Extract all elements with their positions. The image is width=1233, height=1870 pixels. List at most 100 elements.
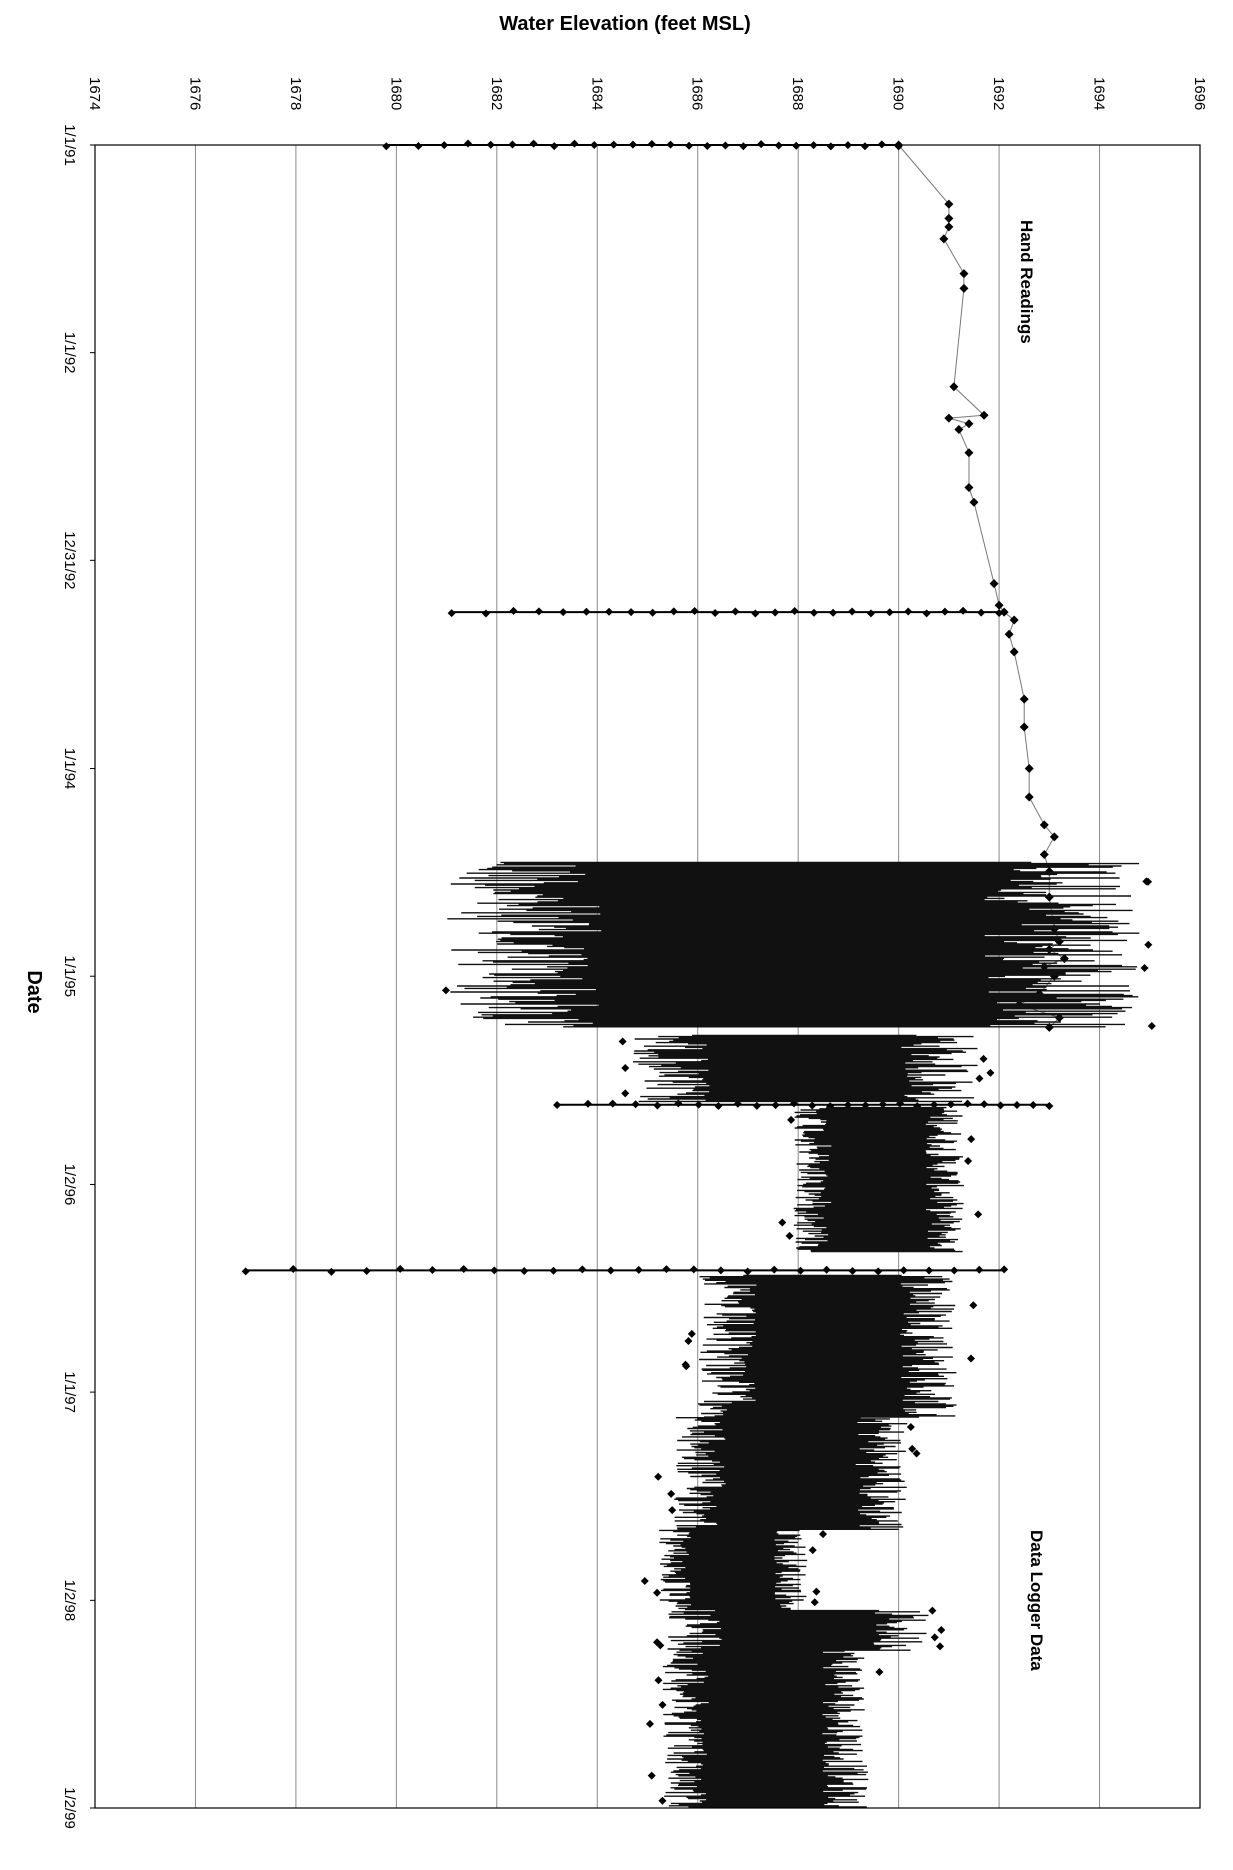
- y-tick-label: 1/2/98: [61, 1579, 78, 1621]
- traverse-point: [529, 139, 538, 148]
- traverse-point: [899, 1266, 908, 1275]
- hand-reading-point: [944, 413, 954, 423]
- traverse-point: [739, 142, 748, 151]
- traverse-point: [996, 1101, 1005, 1110]
- logger-outlier-point: [906, 1422, 915, 1431]
- traverse-point: [653, 1101, 662, 1110]
- traverse-point: [1012, 1100, 1021, 1109]
- traverse-point: [703, 141, 712, 150]
- traverse-point: [459, 1264, 468, 1273]
- hand-reading-point: [1039, 849, 1049, 859]
- logger-outlier-point: [621, 1089, 630, 1098]
- traverse-point: [669, 607, 678, 616]
- hand-reading-point: [999, 607, 1009, 617]
- traverse-point: [975, 1265, 984, 1274]
- logger-outlier-point: [778, 1218, 787, 1227]
- traverse-point: [648, 608, 657, 617]
- logger-band: [633, 1034, 978, 1103]
- traverse-point: [848, 1267, 857, 1276]
- x-tick-label: 1678: [287, 77, 304, 110]
- traverse-point: [959, 606, 968, 615]
- x-tick-label: 1684: [588, 77, 605, 110]
- x-tick-label: 1690: [890, 77, 907, 110]
- hand-reading-point: [1019, 694, 1029, 704]
- data-logger-series: [441, 861, 1156, 1808]
- hand-reading-point: [1009, 647, 1019, 657]
- logger-outlier-point: [819, 1530, 828, 1539]
- traverse-point: [757, 140, 766, 149]
- logger-outlier-point: [974, 1210, 983, 1219]
- traverse-point: [808, 1101, 817, 1110]
- traverse-point: [694, 1100, 703, 1109]
- x-tick-label: 1696: [1191, 77, 1208, 110]
- traverse-point: [550, 142, 559, 151]
- logger-outlier-point: [621, 1063, 630, 1072]
- y-tick-label: 1/1/92: [61, 332, 78, 374]
- y-tick-label: 1/2/96: [61, 1164, 78, 1206]
- traverse-point: [396, 1264, 405, 1273]
- hand-reading-point: [949, 382, 959, 392]
- y-tick-label: 12/31/92: [61, 531, 78, 589]
- x-tick-label: 1674: [86, 77, 103, 110]
- logger-outlier-point: [681, 1360, 690, 1369]
- logger-outlier-point: [964, 1156, 973, 1165]
- hand-reading-point: [964, 419, 974, 429]
- hand-reading-point: [959, 269, 969, 279]
- x-tick-label: 1686: [689, 77, 706, 110]
- logger-outlier-point: [1144, 877, 1153, 886]
- traverse-point: [549, 1266, 558, 1275]
- traverse-point: [771, 608, 780, 617]
- traverse-point: [490, 1266, 499, 1275]
- traverse-point: [582, 607, 591, 616]
- traverse-point: [940, 607, 949, 616]
- traverse-point: [534, 607, 543, 616]
- traverse-point: [481, 609, 490, 618]
- hand-reading-point: [944, 213, 954, 223]
- logger-band: [667, 1609, 929, 1651]
- x-axis-title: Water Elevation (feet MSL): [499, 13, 751, 35]
- traverse-point: [578, 1265, 587, 1274]
- logger-outlier-point: [1147, 1021, 1156, 1030]
- traverse-point: [362, 1267, 371, 1276]
- x-tick-label: 1682: [488, 77, 505, 110]
- y-tick-label: 1/1/94: [61, 748, 78, 790]
- hand-reading-point: [964, 448, 974, 458]
- traverse-point: [792, 141, 801, 150]
- traverse-point: [627, 608, 636, 617]
- traverse-series: [241, 139, 1054, 1276]
- logger-outlier-point: [654, 1472, 663, 1481]
- logger-outlier-point: [1140, 963, 1149, 972]
- traverse-point: [877, 140, 886, 149]
- traverse-point: [1029, 1100, 1038, 1109]
- hand-reading-point: [989, 579, 999, 589]
- logger-outlier-point: [684, 1337, 693, 1346]
- logger-outlier-point: [875, 1668, 884, 1677]
- logger-outlier-point: [986, 1068, 995, 1077]
- traverse-point: [605, 607, 614, 616]
- traverse-point: [751, 609, 760, 618]
- traverse-point: [771, 1101, 780, 1110]
- traverse-point: [716, 1266, 725, 1275]
- logger-outlier-point: [937, 1626, 946, 1635]
- traverse-point: [583, 1099, 592, 1108]
- hand-reading-point: [959, 283, 969, 293]
- logger-band: [662, 1650, 869, 1808]
- traverse-point: [447, 609, 456, 618]
- logger-outlier-point: [785, 1231, 794, 1240]
- logger-outlier-point: [908, 1444, 917, 1453]
- traverse-point: [995, 608, 1004, 617]
- logger-outlier-point: [928, 1606, 937, 1615]
- hand-reading-point: [964, 482, 974, 492]
- traverse-point: [647, 139, 656, 148]
- y-tick-label: 1/2/99: [61, 1787, 78, 1829]
- logger-outlier-point: [967, 1354, 976, 1363]
- traverse-point: [790, 607, 799, 616]
- traverse-point: [520, 1267, 529, 1276]
- traverse-point: [634, 1265, 643, 1274]
- hand-reading-point: [1019, 722, 1029, 732]
- traverse-point: [752, 1101, 761, 1110]
- traverse-point: [559, 608, 568, 617]
- logger-outlier-point: [936, 1642, 945, 1651]
